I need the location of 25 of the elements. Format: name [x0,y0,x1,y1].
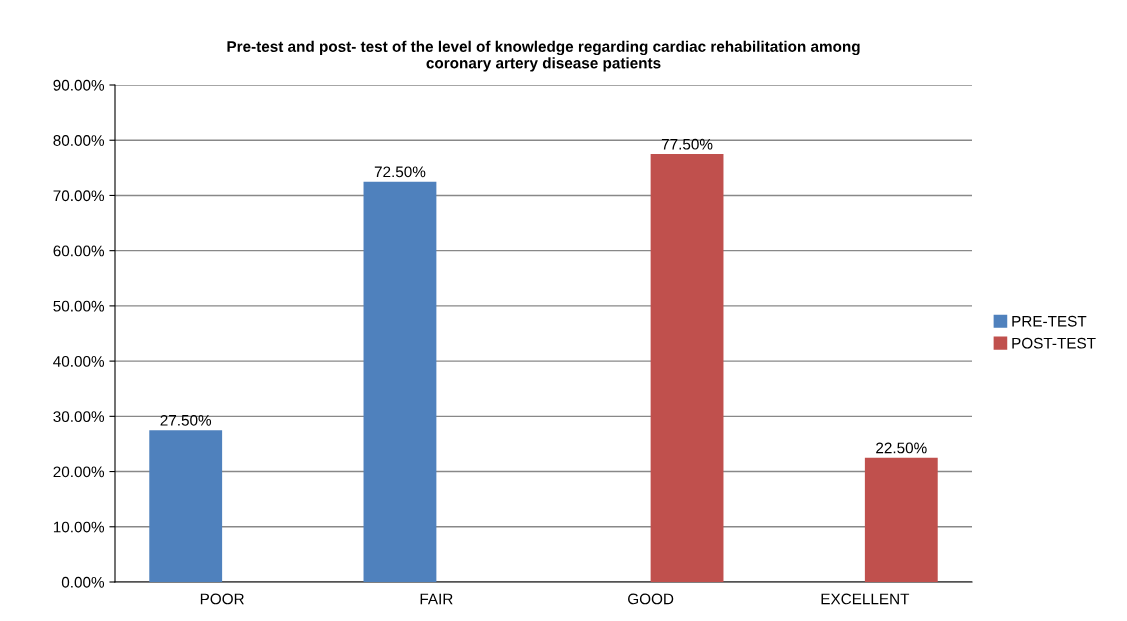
y-tick-label: 60.00% [53,245,105,257]
y-tick-label: 0.00% [61,576,105,588]
x-tick-label: POOR [200,593,244,605]
chart-title: Pre-test and post- test of the level of knowledge regarding cardiac rehabilitation among coronary artery disease patients [227,40,860,72]
y-tick-label: 40.00% [53,355,105,367]
y-tick-label: 80.00% [53,135,105,146]
bar [363,181,437,582]
y-tick-label: 10.00% [53,521,105,533]
y-tick-label: 90.00% [53,79,105,91]
x-tick-label: FAIR [420,593,453,605]
y-tick-label: 20.00% [53,466,105,478]
bar [864,457,938,582]
data-label: 72.50% [374,166,426,178]
bar [149,430,223,582]
legend-label: POST-TEST [1012,337,1096,349]
legend-label: PRE-TEST [1012,315,1087,327]
y-tick-label: 30.00% [53,411,105,423]
x-tick-label: EXCELLENT [821,593,910,605]
data-label: 77.50% [661,138,713,150]
x-tick-label: GOOD [628,593,674,605]
y-tick-label: 50.00% [53,300,105,312]
data-label: 27.50% [160,414,212,426]
y-tick-label: 70.00% [53,190,105,202]
data-label: 22.50% [876,442,927,454]
bar [650,154,724,582]
